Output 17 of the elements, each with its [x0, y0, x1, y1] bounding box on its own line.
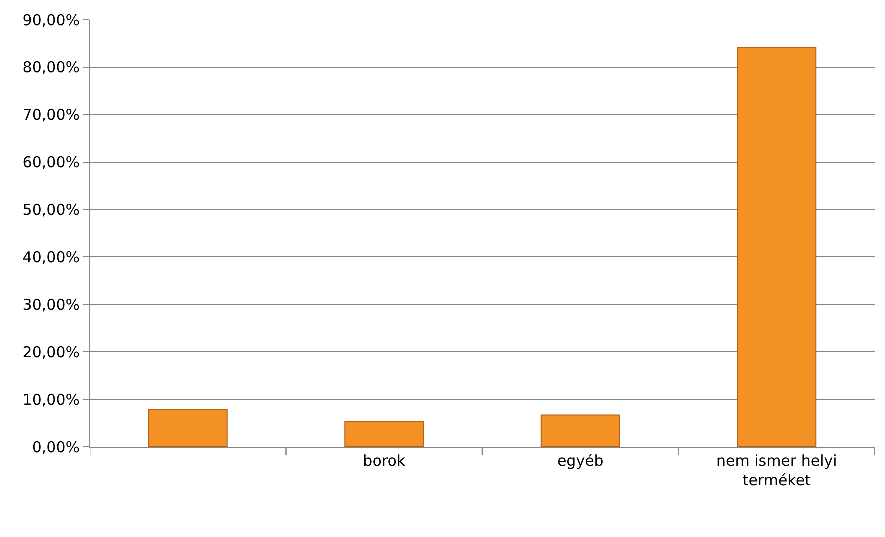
- y-tick-label: 80,00%: [22, 58, 80, 77]
- y-tick-label: 0,00%: [32, 438, 80, 456]
- y-tick-label: 10,00%: [22, 390, 80, 409]
- y-tick-label: 60,00%: [22, 154, 80, 172]
- bar: [148, 409, 228, 447]
- bar: [344, 421, 424, 447]
- y-tick-label: 30,00%: [22, 296, 80, 314]
- x-tick-label: borok: [363, 452, 406, 470]
- x-tick-label: egyéb: [557, 452, 604, 470]
- bar: [540, 414, 620, 447]
- y-tick-label: 40,00%: [22, 248, 80, 266]
- y-tick-label: 70,00%: [22, 106, 80, 124]
- bar: [737, 47, 817, 447]
- x-tick-label: nem ismer helyi terméket: [716, 452, 838, 490]
- y-tick-label: 90,00%: [22, 11, 80, 30]
- y-tick-label: 20,00%: [22, 343, 80, 362]
- y-tick-label: 50,00%: [22, 201, 80, 220]
